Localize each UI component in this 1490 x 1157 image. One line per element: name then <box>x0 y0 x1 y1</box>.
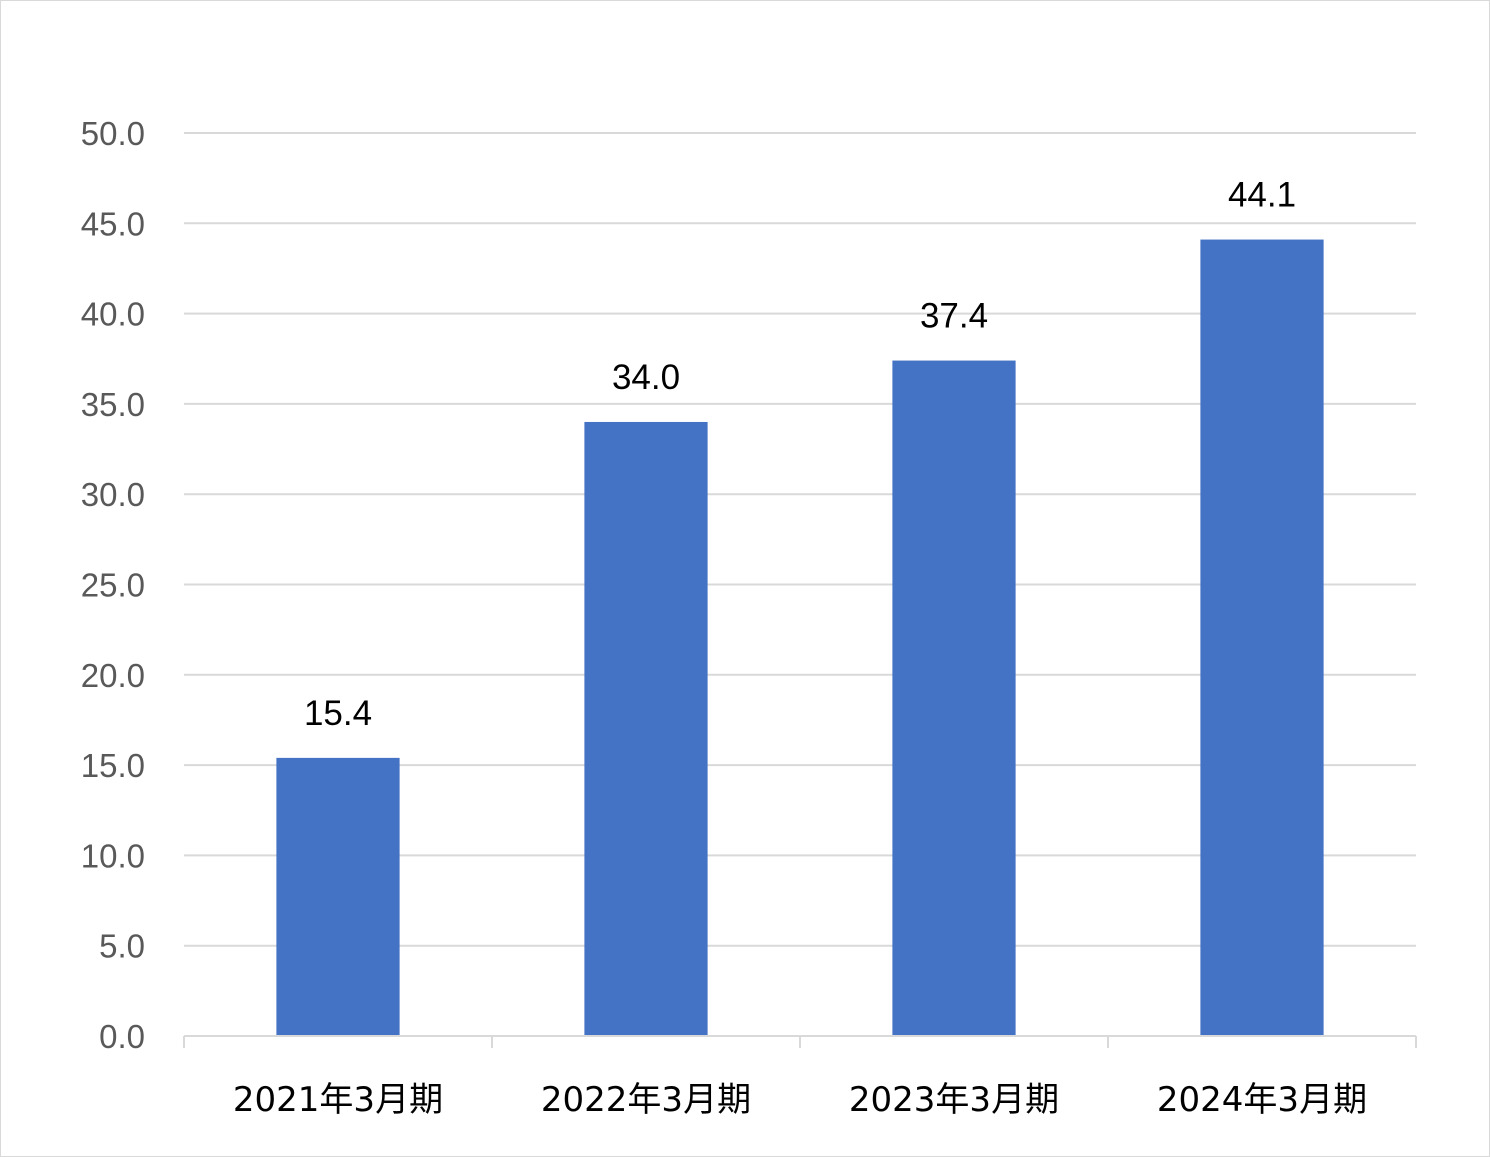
bar <box>892 360 1016 1036</box>
x-tick-label: 2021年3月期 <box>233 1080 443 1120</box>
x-axis <box>183 1035 1417 1048</box>
data-labels: 15.4 34.0 37.4 44.1 <box>304 176 1296 733</box>
data-label: 15.4 <box>304 694 372 733</box>
x-tick-label: 2024年3月期 <box>1157 1080 1367 1120</box>
y-tick-label: 15.0 <box>81 747 145 784</box>
y-axis-tick-labels: 0.0 5.0 10.0 15.0 20.0 25.0 30.0 35.0 40.0 45.0 50… <box>81 115 145 1055</box>
x-tick-label: 2023年3月期 <box>849 1080 1059 1120</box>
y-tick-label: 35.0 <box>81 386 145 423</box>
bar <box>584 421 708 1037</box>
y-tick-label: 20.0 <box>81 657 145 694</box>
data-label: 37.4 <box>920 297 988 336</box>
x-axis-tick-labels: 2021年3月期 2022年3月期 2023年3月期 2024年3月期 <box>233 1080 1367 1120</box>
x-tick-label: 2022年3月期 <box>541 1080 751 1120</box>
bars <box>276 239 1324 1037</box>
y-tick-label: 0.0 <box>99 1018 145 1055</box>
y-tick-label: 30.0 <box>81 476 145 513</box>
y-tick-label: 40.0 <box>81 296 145 333</box>
bar <box>1200 239 1324 1036</box>
y-tick-label: 50.0 <box>81 115 145 152</box>
y-tick-label: 25.0 <box>81 567 145 604</box>
bar <box>276 757 400 1036</box>
y-tick-label: 45.0 <box>81 205 145 242</box>
data-label: 34.0 <box>612 358 680 397</box>
y-tick-label: 10.0 <box>81 837 145 874</box>
data-label: 44.1 <box>1228 176 1296 215</box>
y-tick-label: 5.0 <box>99 928 145 965</box>
